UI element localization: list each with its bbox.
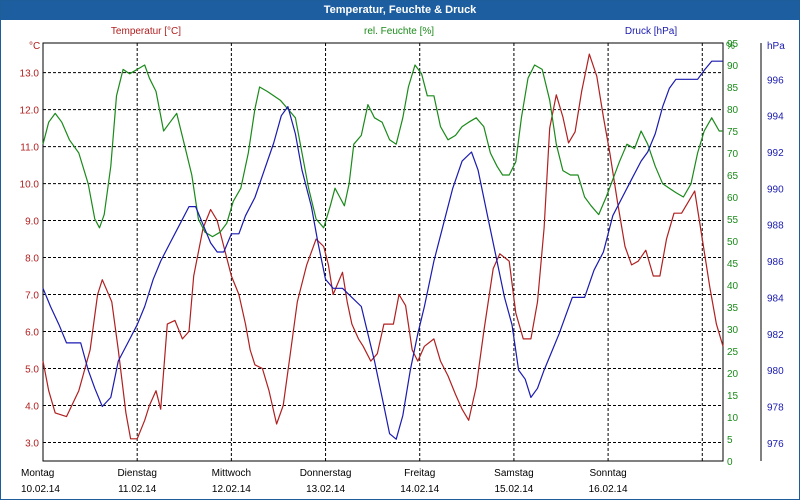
pressure-tick-label: 990 [767, 184, 784, 195]
pressure-tick-label: 984 [767, 293, 784, 304]
temperature-tick-label: 3.0 [25, 439, 39, 450]
x-date-label: 12.02.14 [212, 484, 251, 495]
x-day-label: Montag [21, 468, 54, 479]
temperature-tick-label: 5.0 [25, 365, 39, 376]
humidity-tick-label: 80 [727, 105, 739, 116]
humidity-tick-label: 20 [727, 369, 739, 380]
pressure-tick-label: 980 [767, 366, 784, 377]
humidity-tick-label: 25 [727, 347, 739, 358]
temperature-tick-label: 6.0 [25, 328, 39, 339]
x-date-label: 15.02.14 [494, 484, 533, 495]
humidity-tick-label: 95 [727, 39, 739, 50]
x-date-label: 16.02.14 [589, 484, 628, 495]
x-date-label: 13.02.14 [306, 484, 345, 495]
x-day-label: Sonntag [589, 468, 626, 479]
temperature-tick-label: 9.0 [25, 217, 39, 228]
humidity-tick-label: 70 [727, 149, 739, 160]
humidity-tick-label: 45 [727, 259, 739, 270]
temperature-tick-label: 4.0 [25, 402, 39, 413]
window-title: Temperatur, Feuchte & Druck [1, 1, 799, 20]
legend-label: Druck [hPa] [625, 26, 677, 37]
x-date-label: 10.02.14 [21, 484, 60, 495]
pressure-tick-label: 988 [767, 221, 784, 232]
temperature-unit-label: °C [29, 41, 40, 52]
temperature-tick-label: 11.0 [20, 143, 39, 154]
humidity-tick-label: 50 [727, 237, 739, 248]
x-date-label: 11.02.14 [118, 484, 157, 495]
humidity-tick-label: 15 [727, 391, 739, 402]
temperature-tick-label: 10.0 [20, 180, 40, 191]
humidity-tick-label: 55 [727, 215, 739, 226]
humidity-tick-label: 10 [727, 413, 739, 424]
chart: 3.0 4.0 5.0 6.0 7.0 8.0 9.0 10.0 11.0 12.0 13.0 °C 0… [20, 26, 786, 495]
humidity-tick-label: 35 [727, 303, 739, 314]
pressure-series-line [42, 60, 723, 440]
humidity-tick-label: 75 [727, 127, 739, 138]
pressure-tick-label: 978 [767, 402, 784, 413]
x-day-label: Dienstag [117, 468, 156, 479]
pressure-tick-label: 976 [767, 439, 784, 450]
humidity-tick-label: 90 [727, 61, 739, 72]
humidity-tick-label: 40 [727, 281, 739, 292]
x-day-label: Samstag [494, 468, 533, 479]
pressure-tick-label: 996 [767, 75, 784, 86]
humidity-tick-label: 65 [727, 171, 739, 182]
plot-frame [42, 42, 724, 462]
pressure-tick-label: 986 [767, 257, 784, 268]
pressure-unit-label: hPa [767, 41, 785, 52]
x-day-label: Donnerstag [300, 468, 352, 479]
legend-label: Temperatur [°C] [111, 26, 181, 37]
legend-label: rel. Feuchte [%] [364, 26, 434, 37]
humidity-tick-label: 60 [727, 193, 739, 204]
humidity-tick-label: 30 [727, 325, 739, 336]
temperature-tick-label: 8.0 [25, 254, 39, 265]
x-day-label: Freitag [404, 468, 435, 479]
humidity-unit-label: % [726, 41, 735, 52]
humidity-tick-label: 85 [727, 83, 739, 94]
pressure-tick-label: 994 [767, 112, 784, 123]
temperature-tick-label: 12.0 [20, 106, 40, 117]
pressure-tick-label: 992 [767, 148, 784, 159]
humidity-tick-label: 5 [727, 435, 733, 446]
temperature-tick-label: 13.0 [20, 69, 40, 80]
pressure-tick-label: 982 [767, 330, 784, 341]
temperature-tick-label: 7.0 [25, 291, 39, 302]
humidity-series-line [42, 64, 723, 238]
x-day-label: Mittwoch [212, 468, 251, 479]
x-date-label: 14.02.14 [400, 484, 439, 495]
temperature-series-line [42, 53, 724, 440]
humidity-tick-label: 0 [727, 457, 733, 468]
